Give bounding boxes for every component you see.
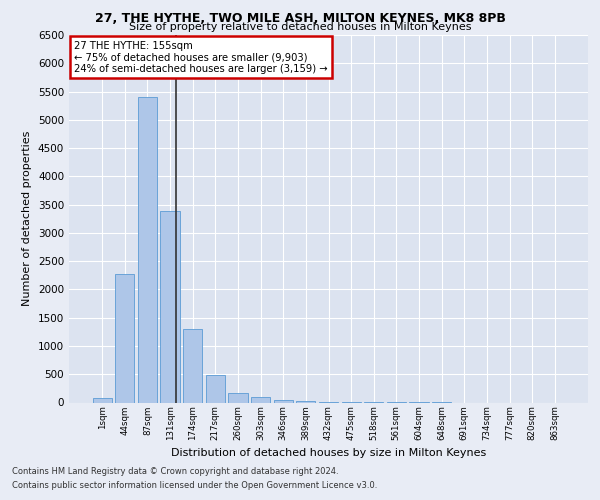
Bar: [160, 212, 180, 402]
Bar: [229, 393, 248, 402]
X-axis label: Distribution of detached houses by size in Milton Keynes: Distribution of detached houses by size …: [171, 448, 486, 458]
Y-axis label: Number of detached properties: Number of detached properties: [22, 131, 32, 306]
Bar: [92, 398, 112, 402]
Bar: [296, 401, 316, 402]
Bar: [138, 97, 157, 402]
Text: Size of property relative to detached houses in Milton Keynes: Size of property relative to detached ho…: [129, 22, 471, 32]
Bar: [115, 274, 134, 402]
Text: Contains HM Land Registry data © Crown copyright and database right 2024.: Contains HM Land Registry data © Crown c…: [12, 467, 338, 476]
Bar: [251, 398, 270, 402]
Bar: [274, 400, 293, 402]
Text: Contains public sector information licensed under the Open Government Licence v3: Contains public sector information licen…: [12, 481, 377, 490]
Text: 27 THE HYTHE: 155sqm
← 75% of detached houses are smaller (9,903)
24% of semi-de: 27 THE HYTHE: 155sqm ← 75% of detached h…: [74, 40, 328, 74]
Text: 27, THE HYTHE, TWO MILE ASH, MILTON KEYNES, MK8 8PB: 27, THE HYTHE, TWO MILE ASH, MILTON KEYN…: [95, 12, 505, 26]
Bar: [183, 329, 202, 402]
Bar: [206, 376, 225, 402]
